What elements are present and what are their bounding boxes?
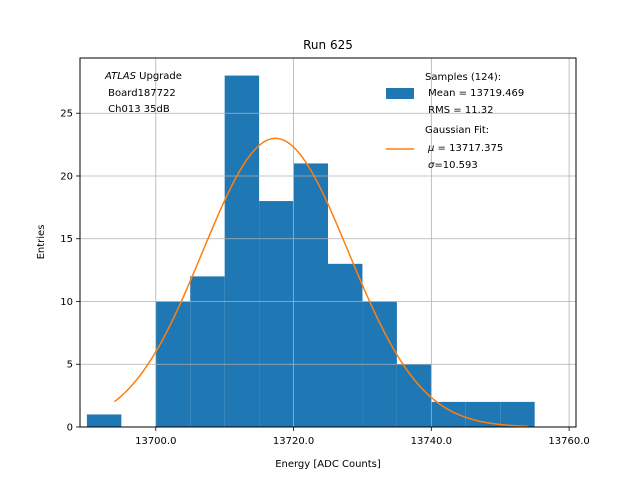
legend-fit-line-1: Gaussian Fit: [425, 125, 489, 136]
histogram-bar-5 [259, 201, 294, 427]
legend-fit-line-2: μ = 13717.375 [427, 143, 503, 154]
legend-hist-line-1: Samples (124): [425, 72, 501, 83]
annotation-line-3: Ch013 35dB [105, 104, 170, 115]
histogram-bar-10 [431, 401, 466, 427]
x-tick-label-1: 13720.0 [273, 436, 314, 447]
histogram-bar-6 [293, 163, 328, 427]
y-axis-label: Entries [36, 225, 47, 260]
y-tick-label-5: 25 [60, 109, 73, 120]
legend: Samples (124): Mean = 13719.469 RMS = 11… [386, 72, 524, 171]
x-tick-label-2: 13740.0 [411, 436, 452, 447]
histogram-bar-7 [328, 263, 363, 427]
histogram-bar-9 [396, 364, 432, 427]
legend-hist-line-2: Mean = 13719.469 [425, 88, 524, 99]
chart-title: Run 625 [303, 38, 353, 52]
histogram-bar-0 [86, 414, 122, 427]
histogram-bar-11 [465, 401, 501, 427]
histogram-bar-12 [500, 401, 535, 427]
y-tick-label-0: 0 [67, 423, 73, 434]
annotation-line-2: Board187722 [105, 88, 176, 99]
y-tick-label-2: 10 [60, 297, 73, 308]
histogram-bar-4 [224, 75, 260, 428]
legend-hist-line-3: RMS = 11.32 [425, 105, 493, 116]
x-axis-label: Energy [ADC Counts] [275, 459, 381, 470]
legend-fit-line-3: σ=10.593 [428, 160, 478, 171]
y-tick-label-3: 15 [60, 234, 73, 245]
x-tick-label-3: 13760.0 [548, 436, 589, 447]
annotation-box: ATLAS Upgrade Board187722 Ch013 35dB [104, 71, 182, 115]
y-axis-ticks: 0 5 10 15 20 25 [60, 109, 80, 434]
gaussian-fit-curve [113, 137, 528, 428]
x-tick-label-0: 13700.0 [135, 436, 176, 447]
legend-hist-swatch [386, 88, 414, 99]
plot-frame [79, 57, 577, 428]
grid-lines [80, 58, 576, 428]
y-tick-label-4: 20 [60, 171, 73, 182]
gaussian-fit [113, 137, 528, 428]
x-axis-ticks: 13700.0 13720.0 13740.0 13760.0 [135, 427, 590, 447]
y-tick-label-1: 5 [67, 360, 73, 371]
annotation-line-1: ATLAS Upgrade [104, 71, 182, 82]
histogram-bar-3 [190, 276, 225, 427]
